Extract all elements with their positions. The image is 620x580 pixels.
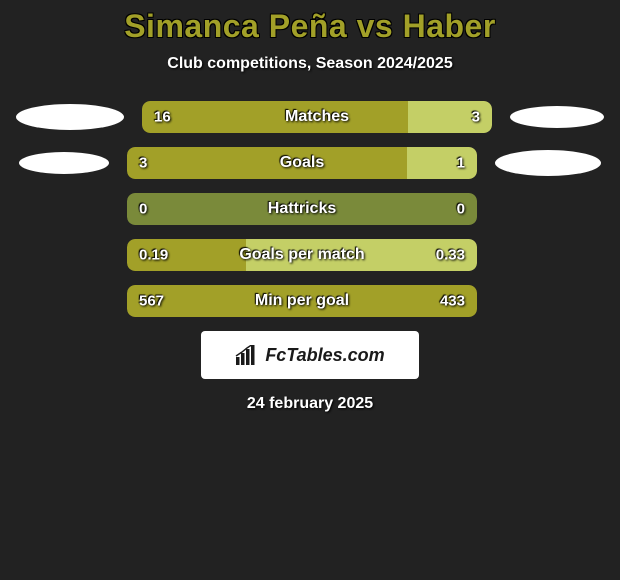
stat-value-right: 3: [472, 109, 480, 126]
stat-label: Hattricks: [268, 200, 336, 218]
bar-segment-right: [407, 147, 477, 179]
brand-text: FcTables.com: [265, 345, 384, 366]
date-text: 24 february 2025: [0, 395, 620, 413]
stat-row: 3 1 Goals: [0, 147, 620, 179]
comparison-infographic: Simanca Peña vs Haber Club competitions,…: [0, 0, 620, 413]
stat-label: Goals per match: [239, 246, 364, 264]
stat-bar: 0.19 0.33 Goals per match: [127, 239, 477, 271]
stat-row: 16 3 Matches: [0, 101, 620, 133]
stat-value-left: 16: [154, 109, 171, 126]
stat-bar: 3 1 Goals: [127, 147, 477, 179]
stat-rows: 16 3 Matches 3 1 Goals 0 0 Hattricks 0.19 0.33 Goal…: [0, 101, 620, 317]
stat-row: 567 433 Min per goal: [0, 285, 620, 317]
bar-segment-left: [142, 101, 408, 133]
stat-value-left: 567: [139, 293, 164, 310]
stat-row: 0.19 0.33 Goals per match: [0, 239, 620, 271]
stat-value-left: 3: [139, 155, 147, 172]
page-title: Simanca Peña vs Haber: [0, 8, 620, 45]
stat-value-left: 0: [139, 201, 147, 218]
stat-bar: 16 3 Matches: [142, 101, 492, 133]
stat-label: Goals: [280, 154, 324, 172]
stat-value-right: 433: [440, 293, 465, 310]
stat-value-right: 1: [457, 155, 465, 172]
bar-chart-icon: [235, 345, 259, 365]
stat-value-right: 0.33: [436, 247, 465, 264]
stat-value-left: 0.19: [139, 247, 168, 264]
stat-row: 0 0 Hattricks: [0, 193, 620, 225]
stat-bar: 0 0 Hattricks: [127, 193, 477, 225]
stat-label: Min per goal: [255, 292, 349, 310]
bar-segment-left: [127, 147, 407, 179]
subtitle: Club competitions, Season 2024/2025: [0, 55, 620, 73]
team-left-marker: [16, 104, 124, 130]
team-right-marker: [495, 150, 601, 176]
stat-label: Matches: [285, 108, 349, 126]
stat-bar: 567 433 Min per goal: [127, 285, 477, 317]
stat-value-right: 0: [457, 201, 465, 218]
team-right-marker: [510, 106, 604, 128]
brand-box: FcTables.com: [201, 331, 419, 379]
team-left-marker: [19, 152, 109, 174]
